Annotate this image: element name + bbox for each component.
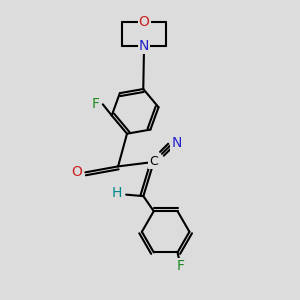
Text: O: O	[139, 15, 149, 29]
Text: H: H	[111, 186, 122, 200]
Text: F: F	[176, 259, 184, 273]
Text: N: N	[139, 39, 149, 53]
Text: O: O	[71, 165, 82, 179]
Text: F: F	[92, 97, 99, 111]
Text: C: C	[149, 155, 158, 168]
Text: N: N	[172, 136, 182, 150]
